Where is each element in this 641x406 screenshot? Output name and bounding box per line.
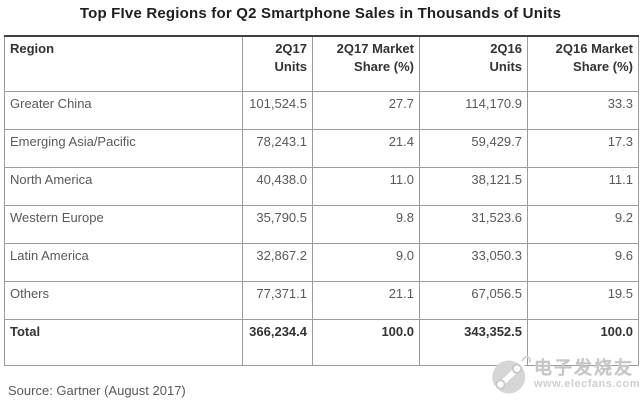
cell-total-2q16-units: 343,352.5: [419, 318, 528, 366]
table-row: Others 77,371.1 21.1 67,056.5 19.5: [4, 280, 639, 320]
cell-2q17-units: 32,867.2: [242, 242, 313, 282]
header-line: 2Q16: [490, 41, 522, 56]
cell-region: North America: [4, 166, 243, 206]
table-row: Greater China 101,524.5 27.7 114,170.9 3…: [4, 90, 639, 130]
header-line: 2Q16 Market: [555, 41, 633, 56]
source-note: Source: Gartner (August 2017): [8, 383, 186, 398]
column-header-region: Region: [4, 35, 243, 92]
cell-2q16-share: 11.1: [527, 166, 639, 206]
cell-region: Greater China: [4, 90, 243, 130]
cell-2q17-share: 27.7: [312, 90, 420, 130]
column-header-2q16-units: 2Q16 Units: [419, 35, 528, 92]
cell-2q17-share: 11.0: [312, 166, 420, 206]
page-title: Top FIve Regions for Q2 Smartphone Sales…: [79, 5, 562, 22]
cell-2q17-units: 101,524.5: [242, 90, 313, 130]
cell-2q16-share: 17.3: [527, 128, 639, 168]
header-line: Share (%): [354, 59, 414, 74]
cell-2q16-units: 59,429.7: [419, 128, 528, 168]
cell-2q16-share: 9.2: [527, 204, 639, 244]
cell-total-label: Total: [4, 318, 243, 366]
smartphone-sales-table: Region 2Q17 Units 2Q17 Market Share (%) …: [4, 35, 639, 366]
cell-2q16-share: 33.3: [527, 90, 639, 130]
header-line: Units: [274, 59, 308, 74]
cell-2q16-units: 38,121.5: [419, 166, 528, 206]
cell-2q17-share: 9.0: [312, 242, 420, 282]
cell-total-2q17-units: 366,234.4: [242, 318, 313, 366]
column-header-2q16-share: 2Q16 Market Share (%): [527, 35, 639, 92]
header-row: Region 2Q17 Units 2Q17 Market Share (%) …: [4, 35, 639, 92]
watermark-url-text: www.elecfans.com: [533, 377, 640, 390]
cell-2q16-share: 9.6: [527, 242, 639, 282]
table-row: Emerging Asia/Pacific 78,243.1 21.4 59,4…: [4, 128, 639, 168]
cell-2q17-units: 77,371.1: [242, 280, 313, 320]
cell-total-2q17-share: 100.0: [312, 318, 420, 366]
total-row: Total 366,234.4 100.0 343,352.5 100.0: [4, 318, 639, 366]
cell-2q17-units: 35,790.5: [242, 204, 313, 244]
cell-2q16-units: 67,056.5: [419, 280, 528, 320]
column-header-2q17-units: 2Q17 Units: [242, 35, 313, 92]
cell-region: Latin America: [4, 242, 243, 282]
header-line: Units: [489, 59, 523, 74]
cell-2q17-share: 21.1: [312, 280, 420, 320]
cell-2q17-share: 21.4: [312, 128, 420, 168]
cell-region: Others: [4, 280, 243, 320]
header-line: Share (%): [573, 59, 633, 74]
cell-2q17-units: 78,243.1: [242, 128, 313, 168]
cell-2q16-units: 114,170.9: [419, 90, 528, 130]
table-row: Latin America 32,867.2 9.0 33,050.3 9.6: [4, 242, 639, 282]
cell-region: Emerging Asia/Pacific: [4, 128, 243, 168]
cell-total-2q16-share: 100.0: [527, 318, 639, 366]
table-row: Western Europe 35,790.5 9.8 31,523.6 9.2: [4, 204, 639, 244]
column-header-2q17-share: 2Q17 Market Share (%): [312, 35, 420, 92]
cell-2q16-units: 31,523.6: [419, 204, 528, 244]
header-line: 2Q17: [275, 41, 307, 56]
cell-2q16-share: 19.5: [527, 280, 639, 320]
cell-region: Western Europe: [4, 204, 243, 244]
cell-2q17-share: 9.8: [312, 204, 420, 244]
table-row: North America 40,438.0 11.0 38,121.5 11.…: [4, 166, 639, 206]
cell-2q17-units: 40,438.0: [242, 166, 313, 206]
cell-2q16-units: 33,050.3: [419, 242, 528, 282]
header-line: 2Q17 Market: [336, 41, 414, 56]
